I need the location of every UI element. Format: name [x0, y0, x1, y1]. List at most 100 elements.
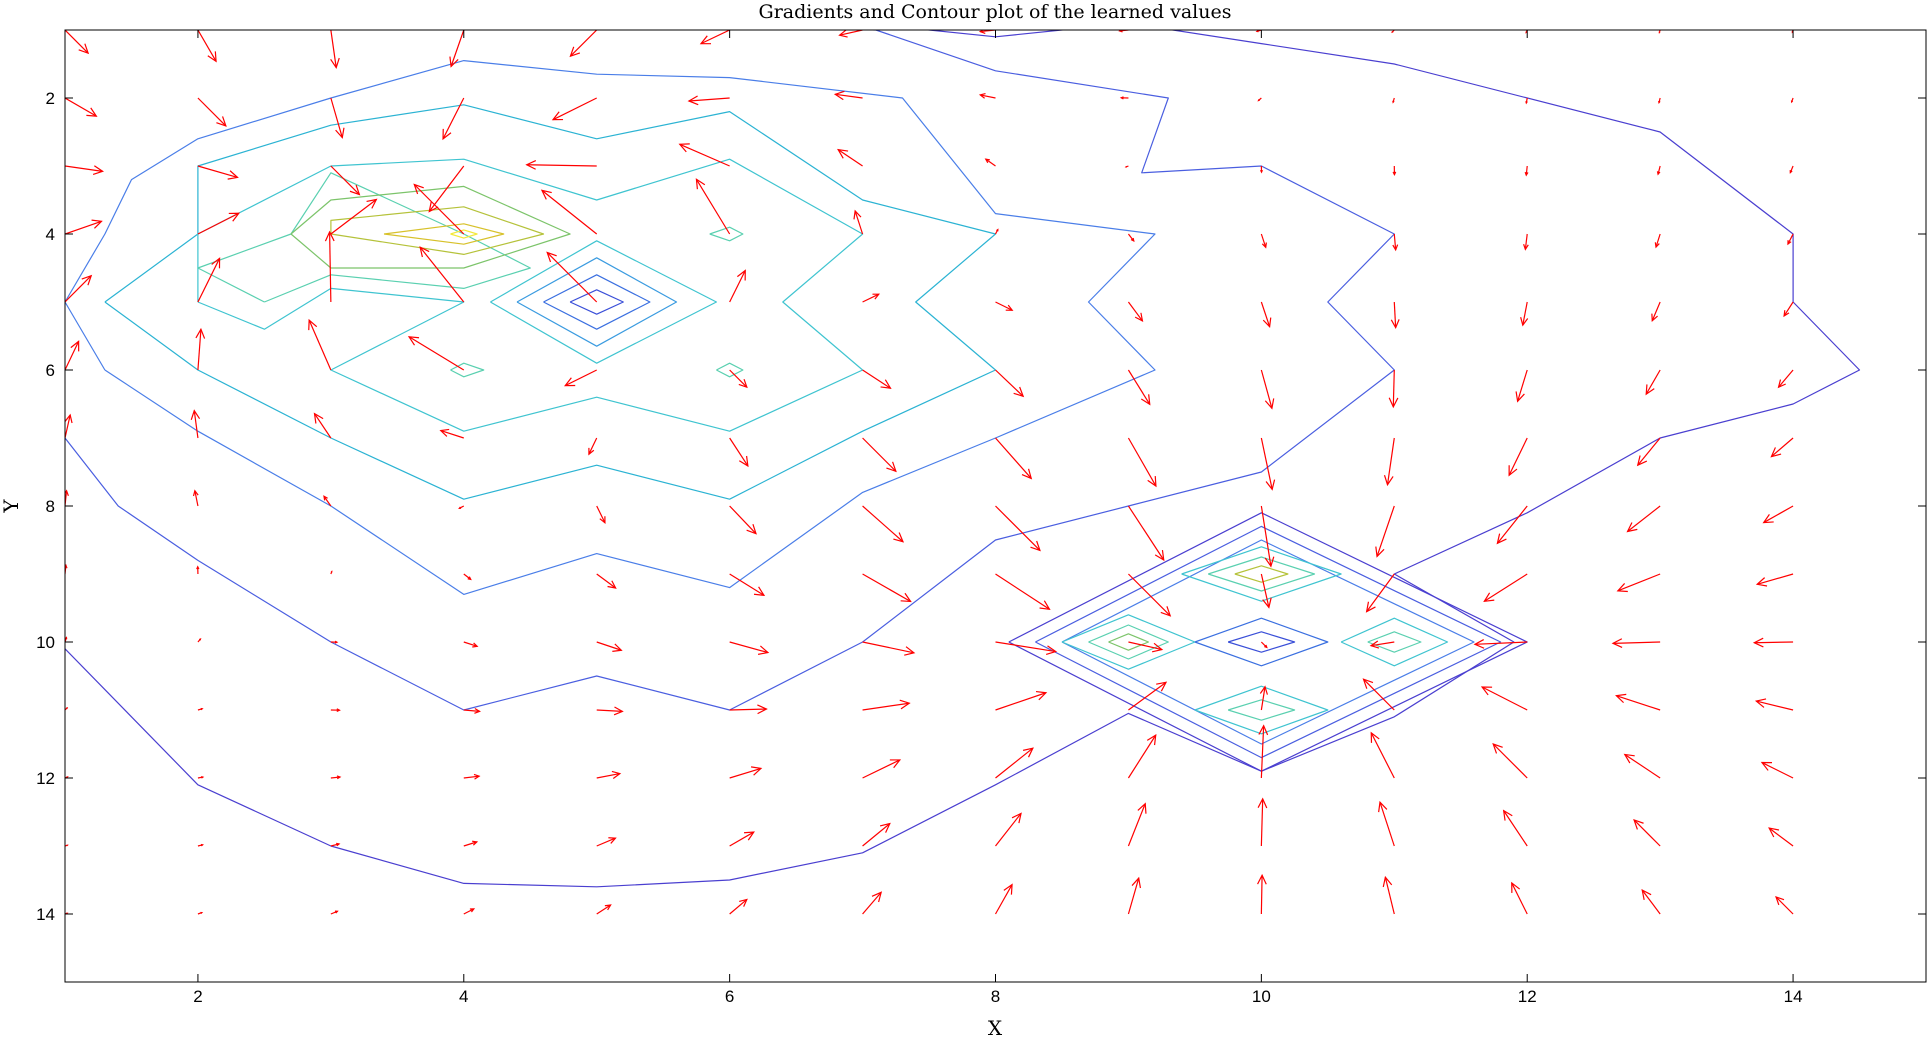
- gradient-arrow: [407, 336, 465, 371]
- gradient-arrow: [862, 505, 905, 543]
- gradient-arrow: [1127, 733, 1157, 779]
- y-tick-label: 8: [46, 497, 55, 516]
- gradient-arrow: [995, 573, 1051, 611]
- gradient-arrow: [1260, 641, 1268, 649]
- gradient-arrow: [65, 165, 105, 175]
- gradient-arrow: [65, 274, 93, 303]
- gradient-arrow: [330, 640, 339, 644]
- gradient-arrow: [197, 707, 204, 711]
- gradient-arrow: [596, 641, 623, 652]
- contour-line: [450, 229, 478, 239]
- gradient-arrow: [1473, 639, 1528, 649]
- contour-line: [65, 59, 1156, 596]
- gradient-arrow: [197, 97, 227, 127]
- plot-area: 2 4 6 8 10 12 14 2 4 6 8 10 12 14: [36, 29, 1927, 1006]
- contour-line: [716, 362, 744, 378]
- gradient-arrow-layer: [65, 30, 1794, 915]
- gradient-arrow: [65, 489, 69, 507]
- gradient-arrow: [1651, 301, 1661, 323]
- gradient-arrow: [463, 573, 472, 581]
- gradient-arrow: [995, 505, 1041, 552]
- gradient-arrow: [197, 212, 241, 235]
- y-tick-label: 14: [36, 905, 55, 924]
- gradient-arrow: [330, 198, 378, 235]
- gradient-arrow: [729, 831, 755, 847]
- gradient-arrow: [1260, 505, 1275, 568]
- gradient-arrow: [330, 570, 333, 575]
- gradient-arrow: [330, 165, 361, 196]
- gradient-arrow: [197, 843, 204, 847]
- gradient-arrow: [1257, 873, 1267, 915]
- contour-line: [104, 104, 997, 500]
- gradient-arrow: [1654, 233, 1661, 249]
- gradient-arrow: [995, 690, 1048, 711]
- gradient-arrow: [540, 189, 598, 235]
- gradient-arrow: [729, 766, 763, 779]
- gradient-arrow: [838, 30, 863, 38]
- contour-line: [516, 257, 678, 347]
- contour-line: [1194, 617, 1329, 667]
- gradient-arrow: [197, 30, 217, 63]
- gradient-arrow: [729, 505, 757, 535]
- chart-title: Gradients and Contour plot of the learne…: [759, 1, 1232, 23]
- y-tick-label: 4: [46, 225, 55, 244]
- gradient-arrow: [1520, 301, 1529, 327]
- gradient-arrow: [1777, 369, 1794, 389]
- contour-line: [709, 226, 744, 242]
- contour-line: [1227, 631, 1296, 653]
- gradient-arrow: [729, 573, 766, 597]
- gradient-arrow: [695, 178, 731, 235]
- x-tick-label: 10: [1252, 987, 1271, 1006]
- contour-line: [490, 240, 718, 364]
- contour-line: [1061, 539, 1475, 745]
- gradient-arrow: [546, 251, 598, 303]
- contour-line: [330, 206, 545, 255]
- gradient-arrow: [525, 160, 597, 170]
- gradient-arrow: [729, 641, 770, 655]
- gradient-arrow: [862, 891, 883, 915]
- gradient-arrow: [1257, 97, 1262, 102]
- y-tick-label: 10: [36, 633, 55, 652]
- gradient-arrow: [1260, 233, 1267, 249]
- gradient-arrow: [196, 565, 200, 575]
- gradient-arrow: [463, 840, 479, 847]
- gradient-arrow: [323, 495, 332, 507]
- gradient-arrow: [1370, 731, 1395, 779]
- gradient-arrow: [1260, 165, 1263, 174]
- contour-line: [1035, 525, 1502, 759]
- gradient-arrow: [1775, 895, 1794, 915]
- contour-line: [1088, 624, 1169, 660]
- gradient-arrow: [442, 97, 465, 141]
- tick-layer: 2 4 6 8 10 12 14 2 4 6 8 10 12 14: [36, 30, 1926, 1006]
- gradient-arrow: [862, 369, 892, 389]
- gradient-arrow: [1783, 301, 1794, 318]
- contour-line: [1208, 556, 1316, 592]
- gradient-arrow: [458, 505, 465, 509]
- contour-line: [1194, 685, 1329, 735]
- gradient-arrow: [1127, 233, 1135, 243]
- gradient-arrow: [569, 30, 598, 58]
- gradient-arrow: [995, 641, 1058, 656]
- y-tick-label: 6: [46, 361, 55, 380]
- gradient-arrow: [330, 30, 340, 70]
- gradient-arrow: [1480, 686, 1528, 711]
- gradient-arrow: [1515, 369, 1528, 403]
- gradient-arrow: [1755, 573, 1794, 587]
- gradient-arrow: [995, 437, 1033, 480]
- gradient-arrow: [596, 837, 617, 847]
- gradient-arrow: [1641, 889, 1661, 915]
- gradient-arrow: [463, 708, 481, 714]
- contour-line: [65, 30, 1861, 888]
- gradient-arrow: [678, 143, 730, 167]
- gradient-arrow: [1770, 437, 1794, 458]
- gradient-arrow: [428, 165, 465, 213]
- gradient-arrow: [65, 30, 90, 55]
- gradient-arrow: [1392, 97, 1395, 104]
- gradient-arrow: [195, 327, 206, 371]
- contour-line: [1227, 699, 1296, 721]
- gradient-arrow: [862, 699, 911, 711]
- x-tick-label: 6: [725, 987, 734, 1006]
- gradient-arrow: [324, 230, 335, 303]
- gradient-arrow: [1258, 724, 1269, 779]
- gradient-arrow: [563, 369, 597, 387]
